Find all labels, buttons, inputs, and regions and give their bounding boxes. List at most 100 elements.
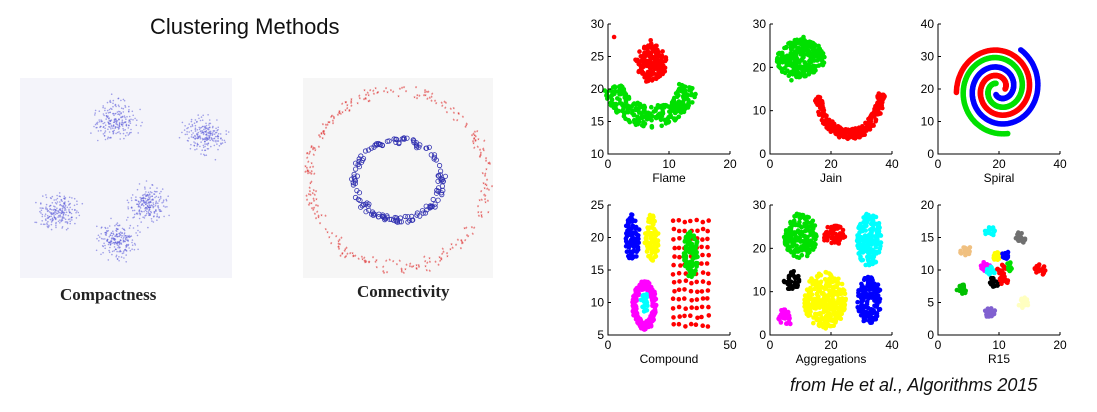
inner-ring-point <box>427 203 433 209</box>
data-point <box>804 214 810 220</box>
data-point <box>831 323 836 329</box>
compact-point <box>122 123 124 125</box>
outer-ring-point: * <box>430 100 433 106</box>
compact-point <box>127 206 129 208</box>
compact-point <box>47 216 50 219</box>
outer-ring-point: * <box>346 107 349 113</box>
x-axis-label: Jain <box>820 171 842 185</box>
data-point <box>676 86 682 92</box>
compact-point <box>117 97 119 100</box>
inner-ring-point <box>442 173 448 179</box>
compact-point <box>202 146 205 149</box>
data-point <box>800 72 806 77</box>
data-point <box>789 46 795 51</box>
data-point <box>847 135 853 140</box>
outer-ring-point: * <box>306 152 309 158</box>
outer-ring-point: * <box>328 237 331 243</box>
outer-ring-point: * <box>337 241 340 247</box>
compact-point <box>123 115 126 117</box>
outer-ring-point: * <box>409 263 412 269</box>
compact-point <box>53 199 55 201</box>
compact-point <box>94 123 97 126</box>
outer-ring-point: * <box>430 96 433 102</box>
compact-point <box>68 208 70 211</box>
outer-ring-point: * <box>466 235 469 241</box>
outer-ring-point: * <box>327 122 330 128</box>
compact-point <box>123 229 126 232</box>
compact-point <box>205 143 208 145</box>
data-point <box>645 78 651 84</box>
outer-ring-point: * <box>426 98 429 104</box>
outer-ring-point: * <box>480 152 483 158</box>
compact-point <box>142 204 145 207</box>
outer-ring-point: * <box>326 232 329 238</box>
data-point <box>642 303 647 308</box>
data-point <box>796 273 801 279</box>
outer-ring-point: * <box>418 266 421 272</box>
outer-ring-point: * <box>341 112 344 118</box>
outer-ring-point: * <box>339 255 342 261</box>
data-point <box>813 98 818 103</box>
compact-point <box>112 127 114 130</box>
compact-point <box>112 241 115 244</box>
data-point <box>830 291 835 296</box>
compact-point <box>211 139 214 142</box>
compact-point <box>152 203 155 206</box>
compact-point <box>58 208 61 211</box>
outer-ring-point: * <box>372 90 375 96</box>
data-point <box>863 244 868 250</box>
compact-point <box>104 138 107 141</box>
outer-ring-point: * <box>313 154 316 160</box>
compact-point <box>54 202 57 204</box>
compact-point <box>197 114 199 116</box>
compact-point <box>60 199 62 201</box>
compact-point <box>117 245 120 247</box>
compact-point <box>108 241 110 244</box>
data-point <box>810 218 816 224</box>
data-point <box>869 123 874 129</box>
compact-point <box>203 128 205 131</box>
compact-point <box>130 207 133 209</box>
inner-ring-point <box>414 143 420 149</box>
compact-point <box>51 195 54 198</box>
compact-point <box>150 211 153 214</box>
compact-point <box>73 204 76 207</box>
outer-ring-point: * <box>480 212 483 218</box>
compact-point <box>162 205 165 207</box>
data-point <box>830 235 835 240</box>
compact-point <box>56 197 59 200</box>
compact-point <box>71 208 73 211</box>
compact-point <box>200 130 202 132</box>
data-point <box>677 279 682 284</box>
outer-ring-point: * <box>411 266 414 272</box>
outer-ring-point: * <box>477 211 480 217</box>
compact-point <box>113 114 115 117</box>
compact-point <box>55 203 58 205</box>
compact-point <box>66 222 69 225</box>
compact-point <box>193 122 196 124</box>
outer-ring-point: * <box>489 163 492 169</box>
outer-ring-point: * <box>368 262 371 268</box>
outer-ring-point: * <box>476 130 479 136</box>
outer-ring-point: * <box>373 93 376 99</box>
data-point <box>812 52 818 57</box>
compact-point <box>190 143 192 146</box>
inner-ring-point <box>436 173 442 179</box>
outer-ring-point: * <box>309 182 312 188</box>
data-point <box>695 289 700 295</box>
compact-point <box>196 145 198 147</box>
data-point <box>871 215 876 221</box>
outer-ring-point: * <box>471 226 474 232</box>
outer-ring-point: * <box>435 103 438 109</box>
compact-point <box>132 119 134 121</box>
outer-ring-point: * <box>310 181 313 187</box>
data-point <box>834 284 839 290</box>
x-tick-label: 20 <box>992 157 1006 171</box>
compact-point <box>59 211 61 214</box>
compact-point <box>114 104 116 106</box>
compact-point <box>207 142 210 144</box>
outer-ring-point: * <box>358 258 361 264</box>
compact-point <box>202 125 204 128</box>
compact-point <box>198 117 200 120</box>
data-point <box>625 109 631 115</box>
